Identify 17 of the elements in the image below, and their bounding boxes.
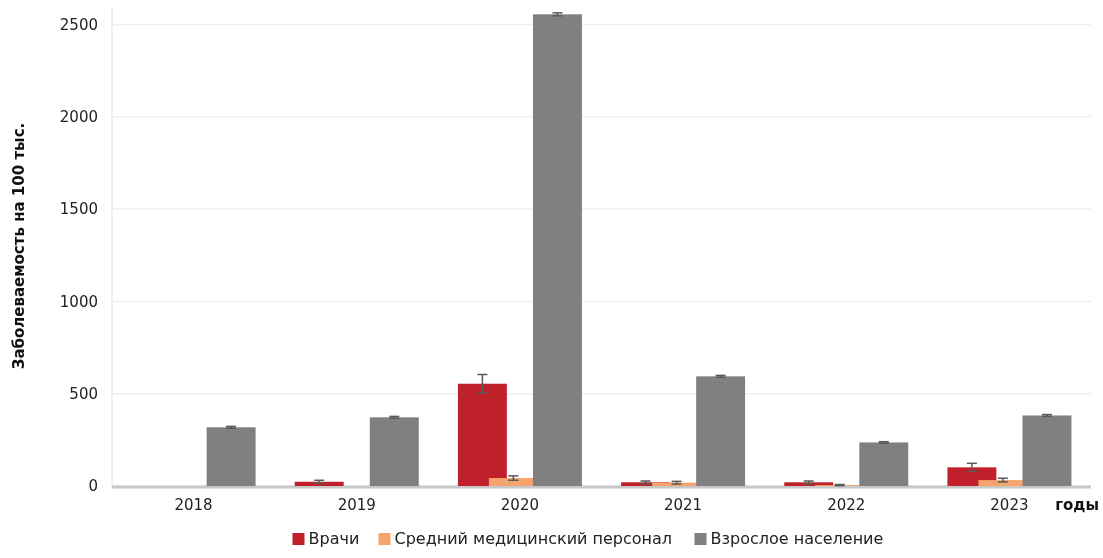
x-tick-label: 2020 — [500, 496, 540, 514]
x-tick-label: 2023 — [990, 496, 1029, 514]
y-axis-title: Заболеваемость на 100 тыс. — [10, 122, 28, 370]
legend-label: Средний медицинский персонал — [394, 529, 673, 548]
legend-label: Взрослое население — [710, 529, 884, 548]
y-tick-label: 500 — [69, 384, 98, 403]
y-tick-label: 1500 — [59, 200, 98, 219]
y-tick-label: 1000 — [59, 292, 98, 311]
y-tick-label: 2500 — [59, 15, 98, 34]
legend-label: Врачи — [308, 529, 360, 548]
x-tick-label: 2022 — [827, 496, 866, 514]
y-tick-label: 0 — [88, 477, 98, 496]
x-tick-label: 2021 — [663, 496, 703, 514]
x-axis-title: годы — [1055, 496, 1099, 514]
x-tick-label: 2019 — [337, 496, 376, 514]
x-tick-label: 2018 — [174, 496, 213, 514]
y-tick-label: 2000 — [59, 108, 98, 127]
